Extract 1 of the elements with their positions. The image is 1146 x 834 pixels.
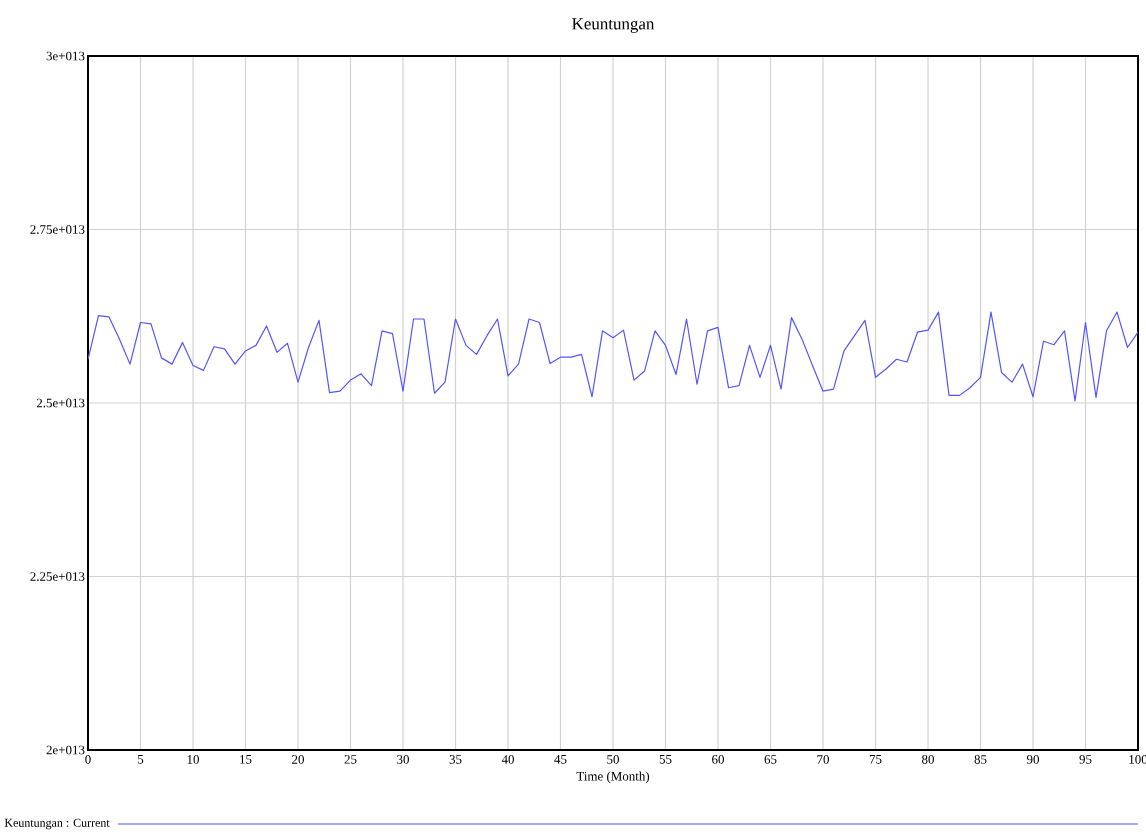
chart-title: Keuntungan — [572, 18, 655, 33]
